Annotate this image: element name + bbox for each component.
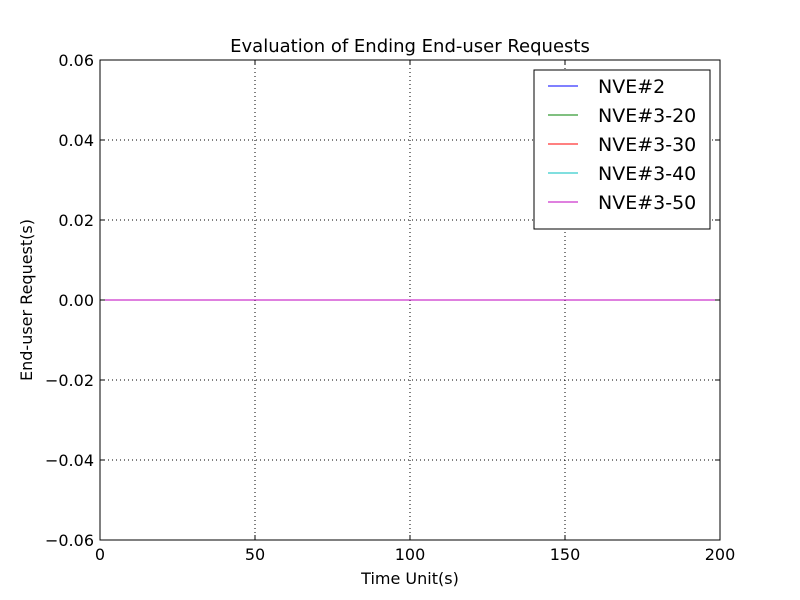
legend-label: NVE#3-40 (598, 163, 696, 185)
y-tick-label: −0.04 (45, 451, 94, 470)
x-tick-label: 50 (245, 545, 265, 564)
legend-label: NVE#3-30 (598, 134, 696, 156)
axis-ticks: 0 50 100 150 200 −0.06 −0.04 −0.02 0.00 0.02 0.04 0… (45, 51, 735, 564)
y-tick-label: 0.02 (58, 211, 94, 230)
y-tick-label: 0.00 (58, 291, 94, 310)
x-tick-label: 200 (705, 545, 736, 564)
legend-label: NVE#3-50 (598, 192, 696, 214)
y-tick-label: 0.06 (58, 51, 94, 70)
y-tick-label: −0.06 (45, 531, 94, 550)
legend-label: NVE#2 (598, 76, 665, 98)
x-tick-label: 150 (550, 545, 581, 564)
chart-title: Evaluation of Ending End-user Requests (230, 36, 590, 57)
y-tick-label: −0.02 (45, 371, 94, 390)
y-tick-label: 0.04 (58, 131, 94, 150)
y-axis-label: End-user Request(s) (17, 219, 36, 381)
legend: NVE#2 NVE#3-20 NVE#3-30 NVE#3-40 NVE#3-50 (533, 69, 711, 230)
x-tick-label: 100 (395, 545, 426, 564)
legend-label: NVE#3-20 (598, 105, 696, 127)
x-tick-label: 0 (95, 545, 105, 564)
x-axis-label: Time Unit(s) (360, 569, 459, 588)
